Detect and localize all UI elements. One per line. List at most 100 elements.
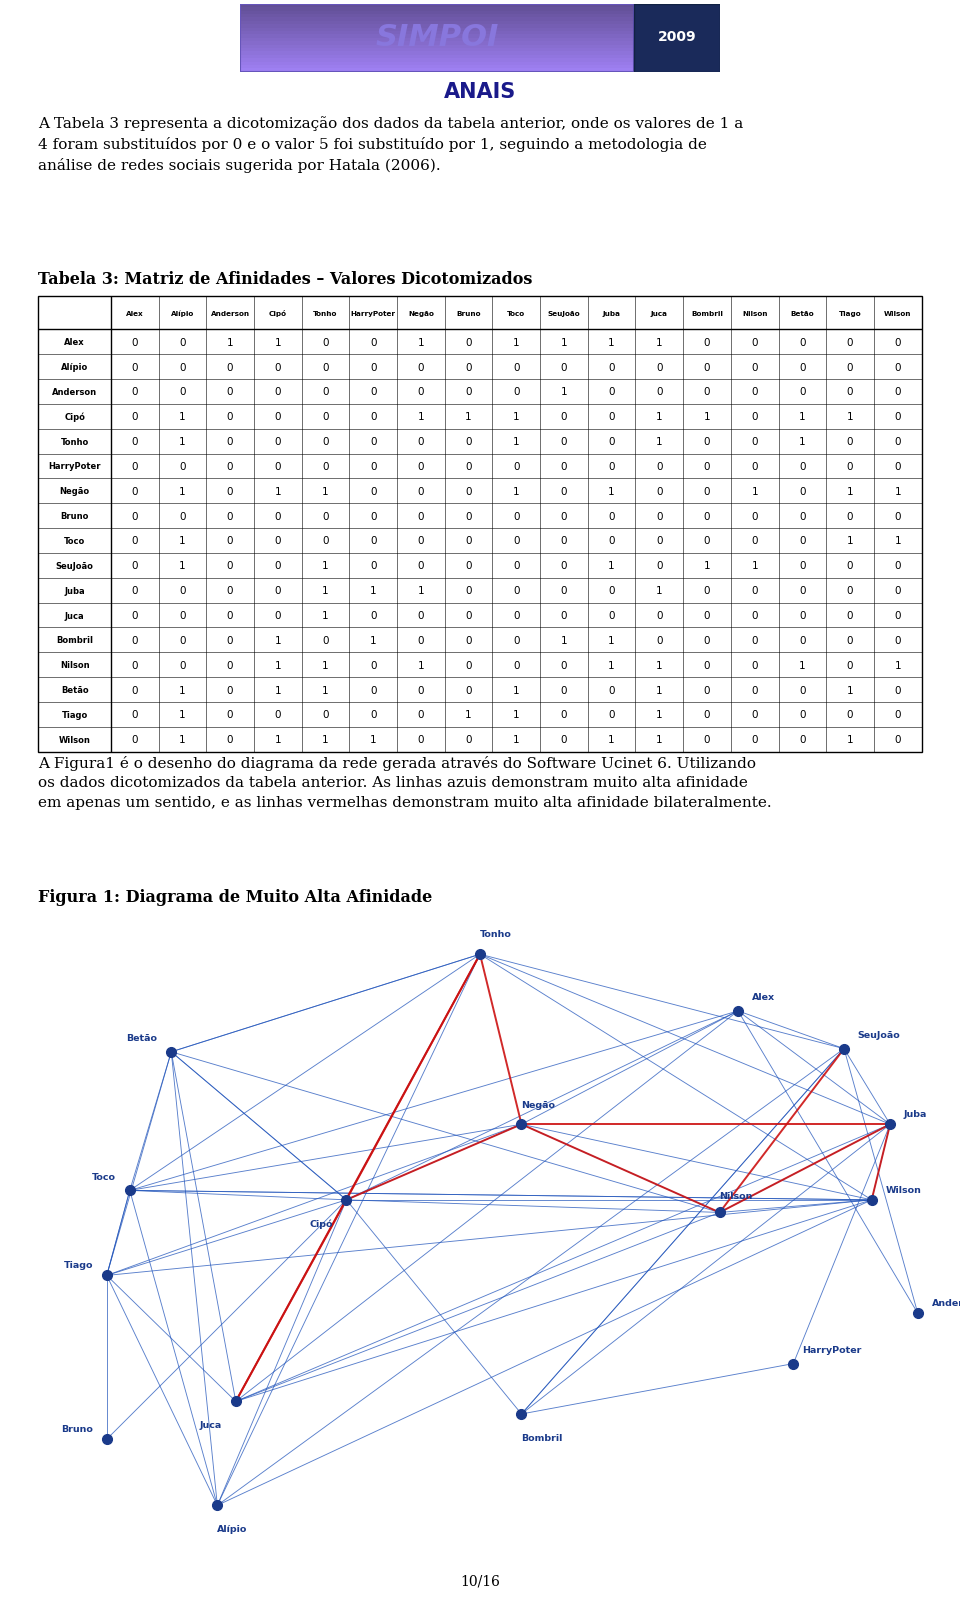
Text: 0: 0: [895, 437, 901, 447]
Text: Wilson: Wilson: [885, 1185, 922, 1194]
Text: 0: 0: [799, 512, 805, 521]
Text: 0: 0: [370, 337, 376, 347]
Text: 1: 1: [513, 710, 519, 720]
Text: HarryPoter: HarryPoter: [803, 1346, 862, 1354]
Text: A Figura1 é o desenho do diagrama da rede gerada através do Software Ucinet 6. U: A Figura1 é o desenho do diagrama da red…: [38, 755, 772, 809]
Text: 0: 0: [132, 610, 138, 621]
Text: 1: 1: [895, 660, 901, 670]
Text: Alex: Alex: [64, 337, 84, 347]
Text: 0: 0: [227, 363, 233, 373]
Text: 0: 0: [132, 387, 138, 397]
Text: 0: 0: [418, 684, 424, 696]
Text: 1: 1: [370, 586, 376, 596]
Text: 0: 0: [656, 636, 662, 646]
Text: 0: 0: [799, 684, 805, 696]
Text: 0: 0: [370, 536, 376, 546]
Text: 0: 0: [323, 512, 328, 521]
Text: Juca: Juca: [200, 1420, 222, 1430]
Text: 0: 0: [561, 610, 567, 621]
Text: 0: 0: [370, 412, 376, 423]
Text: 1: 1: [704, 412, 710, 423]
Text: 0: 0: [513, 363, 519, 373]
Text: 1: 1: [323, 734, 328, 744]
Text: 0: 0: [227, 684, 233, 696]
Text: 1: 1: [609, 734, 615, 744]
Text: Anderson: Anderson: [931, 1298, 960, 1307]
Text: 0: 0: [609, 710, 614, 720]
Text: 1: 1: [656, 710, 662, 720]
Text: Anderson: Anderson: [52, 387, 97, 397]
Text: 0: 0: [561, 734, 567, 744]
Text: 0: 0: [609, 462, 614, 471]
Text: 1: 1: [180, 486, 185, 497]
Text: 0: 0: [561, 536, 567, 546]
Text: 0: 0: [799, 562, 805, 571]
Text: 0: 0: [752, 337, 758, 347]
Text: 0: 0: [227, 586, 233, 596]
Text: 0: 0: [466, 734, 471, 744]
Text: 0: 0: [704, 684, 710, 696]
Text: 1: 1: [323, 684, 328, 696]
Text: A Tabela 3 representa a dicotomização dos dados da tabela anterior, onde os valo: A Tabela 3 representa a dicotomização do…: [38, 116, 744, 173]
Text: 0: 0: [323, 387, 328, 397]
Text: 0: 0: [275, 462, 281, 471]
Text: 0: 0: [370, 437, 376, 447]
Text: 1: 1: [513, 337, 519, 347]
Text: 1: 1: [180, 710, 185, 720]
Text: 0: 0: [180, 363, 185, 373]
Text: 0: 0: [418, 610, 424, 621]
Text: SIMPOI: SIMPOI: [375, 23, 498, 52]
Bar: [240, 5, 634, 73]
Text: 1: 1: [180, 437, 185, 447]
Text: SeuJoão: SeuJoão: [56, 562, 93, 570]
Text: 0: 0: [513, 562, 519, 571]
Text: Toco: Toco: [64, 537, 85, 546]
Text: 0: 0: [227, 512, 233, 521]
Text: Juba: Juba: [64, 586, 84, 596]
Text: 0: 0: [704, 734, 710, 744]
Text: 0: 0: [418, 486, 424, 497]
Text: 0: 0: [847, 610, 853, 621]
Text: 0: 0: [180, 586, 185, 596]
Text: 0: 0: [656, 536, 662, 546]
Text: 0: 0: [323, 412, 328, 423]
Text: 0: 0: [847, 512, 853, 521]
Text: 0: 0: [275, 562, 281, 571]
Text: 1: 1: [418, 586, 424, 596]
Text: 0: 0: [132, 337, 138, 347]
Bar: [240, 23, 634, 26]
Text: Bruno: Bruno: [456, 310, 481, 316]
Text: 0: 0: [227, 437, 233, 447]
Text: 0: 0: [799, 636, 805, 646]
Text: 0: 0: [323, 536, 328, 546]
Text: 0: 0: [132, 586, 138, 596]
Text: 0: 0: [752, 710, 758, 720]
Text: 0: 0: [895, 610, 901, 621]
Text: 0: 0: [752, 660, 758, 670]
Text: 0: 0: [561, 710, 567, 720]
Text: 0: 0: [466, 636, 471, 646]
Text: 0: 0: [513, 387, 519, 397]
Text: 1: 1: [656, 412, 662, 423]
Text: 0: 0: [799, 710, 805, 720]
Text: Anderson: Anderson: [210, 310, 250, 316]
Text: 0: 0: [466, 536, 471, 546]
Text: Nilson: Nilson: [720, 1191, 753, 1201]
Text: 0: 0: [227, 536, 233, 546]
Text: 0: 0: [609, 437, 614, 447]
Text: 1: 1: [609, 660, 615, 670]
Text: 0: 0: [323, 437, 328, 447]
Text: 0: 0: [895, 337, 901, 347]
Text: Cipó: Cipó: [309, 1219, 332, 1228]
Text: 10/16: 10/16: [460, 1574, 500, 1587]
Bar: [240, 69, 634, 73]
Text: 0: 0: [370, 363, 376, 373]
Text: 0: 0: [466, 562, 471, 571]
Text: 0: 0: [847, 586, 853, 596]
Text: 0: 0: [370, 486, 376, 497]
Text: 0: 0: [180, 660, 185, 670]
Text: 0: 0: [752, 610, 758, 621]
Text: Nilson: Nilson: [742, 310, 767, 316]
Text: 0: 0: [847, 710, 853, 720]
Text: 0: 0: [132, 512, 138, 521]
